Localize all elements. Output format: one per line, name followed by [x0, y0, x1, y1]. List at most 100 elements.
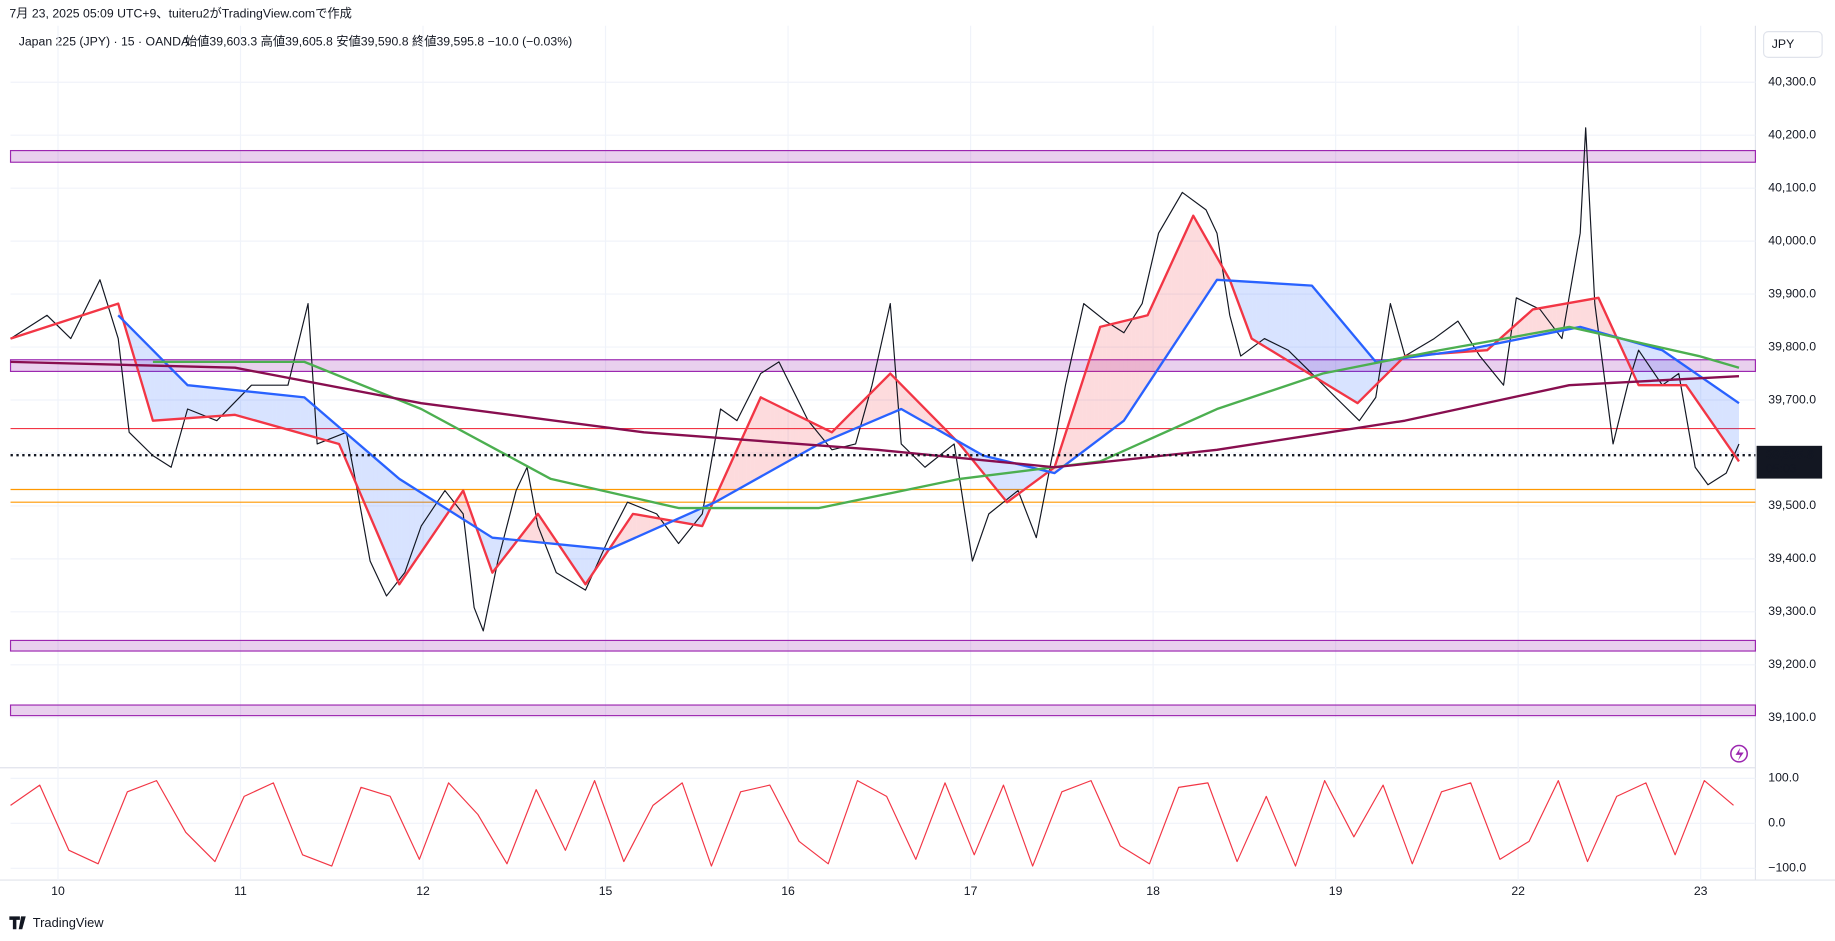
band-fill [640, 515, 645, 536]
band-fill [284, 395, 289, 430]
band-fill [357, 442, 362, 496]
band-fill [1029, 467, 1034, 486]
band-fill [199, 386, 204, 418]
band-fill [636, 514, 641, 538]
y-tick-label: −100.0 [1768, 861, 1806, 875]
band-fill [782, 408, 787, 465]
band-fill [280, 394, 285, 429]
band-fill [1139, 316, 1144, 398]
band-fill [588, 547, 593, 581]
band-fill [1374, 360, 1379, 387]
band-fill [584, 546, 589, 583]
band-fill [215, 388, 220, 417]
countdown-label: 05:03 [1766, 461, 1797, 475]
band-fill [178, 376, 184, 419]
band-fill [288, 395, 293, 431]
band-fill [879, 379, 885, 419]
band-fill [847, 412, 852, 432]
band-fill [1200, 227, 1205, 306]
band-fill [1625, 339, 1630, 366]
band-fill [1645, 345, 1650, 386]
band-fill [1256, 282, 1261, 345]
band-fill [377, 460, 382, 544]
band-fill [1277, 283, 1282, 357]
band-fill [134, 331, 139, 372]
band-fill [195, 385, 200, 418]
band-fill [1520, 317, 1525, 339]
band-fill [1694, 372, 1699, 404]
band-fill [1183, 227, 1188, 330]
band-fill [1593, 298, 1598, 332]
band-fill [154, 352, 159, 421]
band-fill [324, 414, 329, 442]
band-fill [778, 406, 783, 467]
band-fill [1605, 312, 1610, 336]
zone [9, 149, 1757, 163]
band-fill [187, 384, 192, 419]
band-fill [1131, 318, 1136, 410]
band-fill [1585, 299, 1590, 330]
currency-box[interactable] [1763, 31, 1823, 58]
band-fill [875, 383, 880, 420]
band-fill [1597, 298, 1602, 333]
alert-icon[interactable] [1730, 744, 1748, 763]
band-fill [1576, 300, 1581, 328]
band-fill [405, 483, 410, 575]
band-fill [1390, 359, 1395, 371]
band-fill [1086, 356, 1091, 449]
band-fill [1244, 281, 1249, 331]
y-tick-label: 39,800.0 [1768, 339, 1816, 353]
band-fill [851, 408, 856, 431]
band-fill [1589, 298, 1594, 331]
band-fill [892, 375, 897, 413]
band-fill [823, 428, 828, 443]
band-fill [1062, 430, 1067, 468]
x-tick-label: 17 [964, 884, 978, 898]
band-fill [1281, 283, 1286, 360]
x-tick-label: 23 [1694, 884, 1708, 898]
band-fill [304, 397, 309, 436]
band-fill [653, 517, 658, 530]
band-fill [746, 420, 751, 485]
band-fill [1135, 317, 1140, 404]
band-fill [1560, 303, 1565, 331]
band-fill [758, 398, 763, 478]
last-price-label: 39,595.8 [1766, 447, 1814, 461]
band-fill [1106, 324, 1111, 434]
band-fill [1212, 249, 1217, 287]
band-fill [1159, 280, 1164, 367]
band-fill [1147, 306, 1152, 386]
band-fill [365, 449, 370, 515]
band-fill [1714, 386, 1719, 433]
band-fill [1321, 297, 1326, 384]
band-fill [1285, 283, 1290, 362]
band-fill [1337, 316, 1342, 394]
band-fill [482, 531, 487, 558]
brand-logo [9, 916, 26, 930]
band-fill [158, 356, 163, 421]
band-fill [1248, 281, 1253, 340]
band-fill [1674, 358, 1679, 386]
plot-area: 39,100.0 39,200.0 39,300.0 39,400.0 39,500.0… [9, 25, 1823, 898]
band-fill [1268, 282, 1274, 352]
band-fill [547, 528, 552, 544]
x-tick-label: 22 [1511, 884, 1525, 898]
band-fill [207, 387, 212, 417]
band-fill [211, 387, 216, 417]
band-fill [1264, 282, 1269, 350]
band-fill [1001, 460, 1006, 501]
band-fill [888, 375, 893, 415]
band-fill [815, 424, 820, 447]
band-fill [1564, 303, 1569, 331]
band-fill [1345, 326, 1351, 399]
y-tick-label: 40,000.0 [1768, 233, 1816, 247]
band-fill [1102, 325, 1107, 437]
y-tick-label: 40,100.0 [1768, 180, 1816, 194]
band-fill [916, 400, 921, 420]
band-fill [239, 390, 244, 418]
band-fill [1690, 369, 1695, 398]
band-fill [1662, 350, 1667, 386]
zone [9, 359, 1757, 372]
band-fill [1726, 394, 1731, 450]
band-fill [1005, 461, 1010, 501]
